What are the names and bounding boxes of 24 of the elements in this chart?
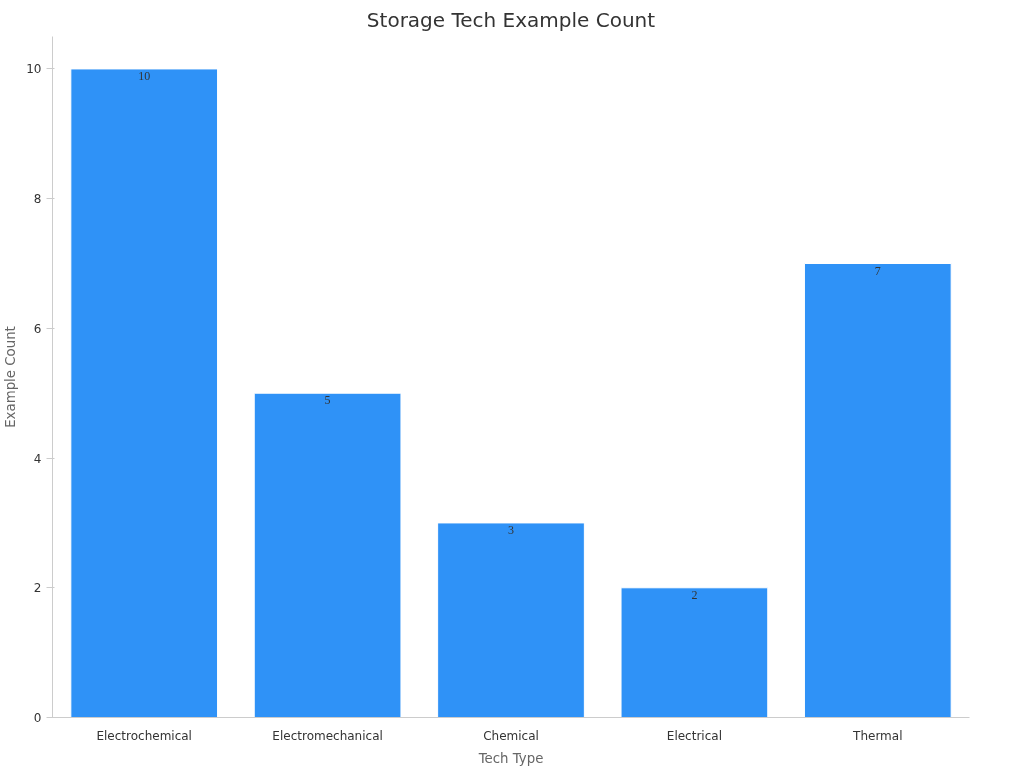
x-tick-label: Electrochemical [96, 728, 192, 743]
chart-title: Storage Tech Example Count [366, 7, 656, 32]
y-tick-label: 0 [33, 711, 42, 725]
x-axis-title: Tech Type [477, 750, 544, 766]
y-tick-label: 2 [33, 581, 42, 596]
data-label: 2 [691, 587, 698, 602]
y-tick-label: 8 [33, 192, 42, 207]
y-tick-label: 4 [33, 451, 42, 466]
x-tick-label: Electrical [666, 728, 722, 743]
data-label: 5 [324, 393, 331, 408]
x-tick-label: Thermal [852, 728, 903, 743]
y-axis-title: Example Count [3, 326, 19, 428]
data-label: 3 [508, 522, 514, 537]
bar [620, 587, 769, 718]
data-label: 10 [138, 68, 151, 83]
y-tick-label: 10 [26, 62, 42, 77]
bar [253, 392, 402, 718]
x-tick-label: Electromechanical [272, 728, 383, 743]
data-label: 7 [874, 263, 881, 278]
bar [437, 522, 585, 718]
bar [70, 68, 219, 718]
x-tick-label: Chemical [483, 728, 539, 743]
bar [803, 263, 952, 718]
y-tick-label: 6 [33, 321, 42, 336]
